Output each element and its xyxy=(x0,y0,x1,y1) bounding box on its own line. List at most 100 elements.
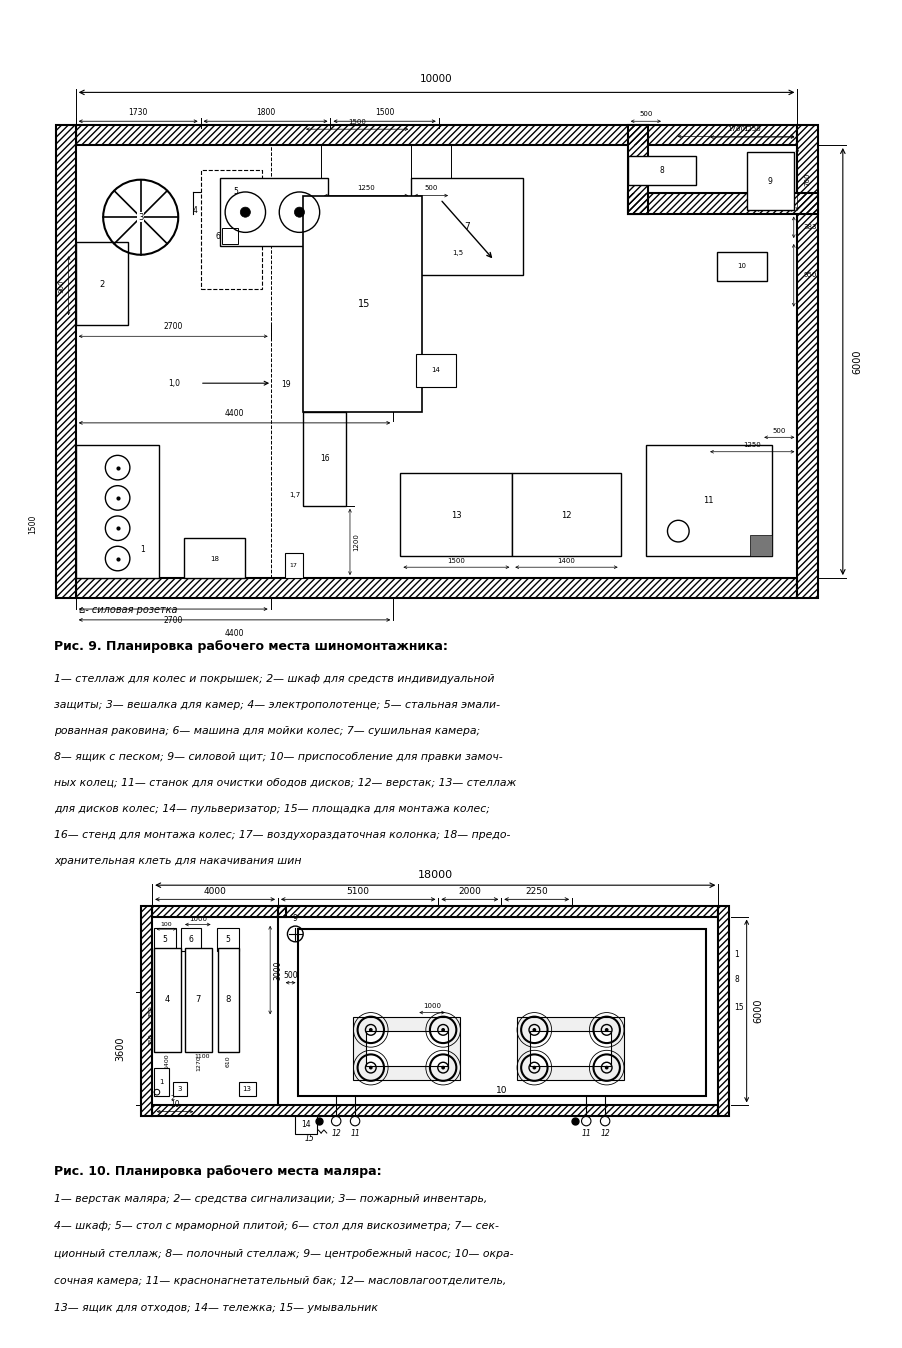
Text: 4: 4 xyxy=(192,205,198,214)
Text: 8— ящик с песком; 9— силовой щит; 10— приспособление для правки замоч-: 8— ящик с песком; 9— силовой щит; 10— пр… xyxy=(54,752,502,762)
Text: 3: 3 xyxy=(178,1086,182,1092)
Text: 750: 750 xyxy=(149,1006,153,1016)
Bar xyxy=(417,355,456,387)
Text: 4000: 4000 xyxy=(204,887,226,896)
Text: 12: 12 xyxy=(600,1130,610,1138)
Text: 8: 8 xyxy=(734,975,739,984)
Bar xyxy=(200,170,262,290)
Text: 500: 500 xyxy=(773,427,786,434)
Text: 1— верстак маляра; 2— средства сигнализации; 3— пожарный инвентарь,: 1— верстак маляра; 2— средства сигнализа… xyxy=(54,1194,487,1204)
Circle shape xyxy=(605,1066,609,1069)
Bar xyxy=(303,412,346,506)
Bar xyxy=(718,906,730,1116)
Text: 15: 15 xyxy=(734,1003,744,1012)
Text: 7: 7 xyxy=(196,995,201,1004)
Text: 100: 100 xyxy=(161,922,172,927)
Circle shape xyxy=(240,208,251,217)
Bar xyxy=(142,906,152,1116)
Text: 950: 950 xyxy=(803,272,816,278)
Text: 383: 383 xyxy=(803,224,816,231)
Bar xyxy=(152,1105,718,1116)
Bar xyxy=(220,178,328,247)
Text: 12: 12 xyxy=(561,511,572,520)
Text: 1250: 1250 xyxy=(357,185,374,190)
Text: 1,5: 1,5 xyxy=(453,251,464,256)
Text: 1400: 1400 xyxy=(557,558,575,563)
Text: 6000: 6000 xyxy=(852,349,862,373)
Text: 500: 500 xyxy=(283,971,298,980)
Text: 6000: 6000 xyxy=(753,999,763,1023)
Text: 19: 19 xyxy=(281,380,291,390)
Text: 1,7: 1,7 xyxy=(290,492,301,497)
Text: 6: 6 xyxy=(189,934,193,944)
Text: для дисков колес; 14— пульверизатор; 15— площадка для монтажа колес;: для дисков колес; 14— пульверизатор; 15—… xyxy=(54,803,490,814)
Text: 1400: 1400 xyxy=(165,1054,170,1069)
Text: 15: 15 xyxy=(305,1134,314,1143)
Text: 5100: 5100 xyxy=(346,887,370,896)
Text: Рис. 9. Планировка рабочего места шиномонтажника:: Рис. 9. Планировка рабочего места шиномо… xyxy=(54,640,448,654)
Bar xyxy=(153,948,180,1051)
Text: 18000: 18000 xyxy=(418,871,453,880)
Bar xyxy=(56,125,76,599)
Text: 13— ящик для отходов; 14— тележка; 15— умывальник: 13— ящик для отходов; 14— тележка; 15— у… xyxy=(54,1304,378,1313)
Bar xyxy=(76,125,797,146)
Text: 700: 700 xyxy=(805,173,811,186)
Bar xyxy=(400,473,512,557)
Text: 5: 5 xyxy=(234,187,238,197)
Text: 500: 500 xyxy=(424,185,437,190)
Text: 10: 10 xyxy=(170,1100,179,1109)
Bar xyxy=(299,929,705,1096)
Text: 1100: 1100 xyxy=(194,1054,209,1060)
Text: 610: 610 xyxy=(226,1055,231,1066)
Text: 1500: 1500 xyxy=(447,558,465,563)
Text: 1: 1 xyxy=(141,545,145,554)
Bar xyxy=(184,538,245,578)
Bar xyxy=(153,927,176,952)
Bar xyxy=(216,927,239,952)
Bar xyxy=(303,195,422,412)
Bar xyxy=(295,1116,318,1134)
Text: 6: 6 xyxy=(216,232,220,241)
Bar xyxy=(512,473,621,557)
Circle shape xyxy=(369,1066,373,1069)
Text: 4: 4 xyxy=(164,995,170,1004)
Text: 8: 8 xyxy=(226,995,231,1004)
Text: 1,0: 1,0 xyxy=(169,379,180,388)
Text: 1730: 1730 xyxy=(128,108,148,117)
Bar xyxy=(517,1018,624,1080)
Bar xyxy=(747,152,794,210)
Bar xyxy=(750,535,772,557)
Bar xyxy=(172,1081,187,1096)
Bar xyxy=(152,906,718,917)
Circle shape xyxy=(532,1066,536,1069)
Bar xyxy=(76,243,128,325)
Text: 1— стеллаж для колес и покрышек; 2— шкаф для средств индивидуальной: 1— стеллаж для колес и покрышек; 2— шкаф… xyxy=(54,674,494,683)
Text: 13: 13 xyxy=(451,511,461,520)
Text: 3600: 3600 xyxy=(115,1037,125,1061)
Bar xyxy=(278,906,286,917)
Bar xyxy=(628,156,696,185)
Circle shape xyxy=(441,1066,445,1069)
Text: 14: 14 xyxy=(301,1120,311,1130)
Text: 10000: 10000 xyxy=(420,74,453,84)
Bar xyxy=(76,445,159,578)
Text: 7: 7 xyxy=(464,222,470,231)
Bar xyxy=(180,927,201,952)
Text: 1500: 1500 xyxy=(348,119,366,125)
Text: рованная раковина; 6— машина для мойки колес; 7— сушильная камера;: рованная раковина; 6— машина для мойки к… xyxy=(54,725,480,736)
Bar xyxy=(354,1018,460,1080)
Text: 9: 9 xyxy=(293,914,298,923)
Text: хранительная клеть для накачивания шин: хранительная клеть для накачивания шин xyxy=(54,856,301,865)
Bar xyxy=(285,553,303,578)
Text: 1270: 1270 xyxy=(196,1055,201,1070)
Bar xyxy=(797,125,817,599)
Bar xyxy=(628,125,648,213)
Text: 9: 9 xyxy=(768,177,772,186)
Bar xyxy=(716,252,767,280)
Text: 5: 5 xyxy=(226,934,230,944)
Circle shape xyxy=(294,208,305,217)
Bar xyxy=(152,1105,718,1116)
Text: 4400: 4400 xyxy=(225,630,244,638)
Bar xyxy=(56,125,76,599)
Text: 900: 900 xyxy=(59,279,65,293)
